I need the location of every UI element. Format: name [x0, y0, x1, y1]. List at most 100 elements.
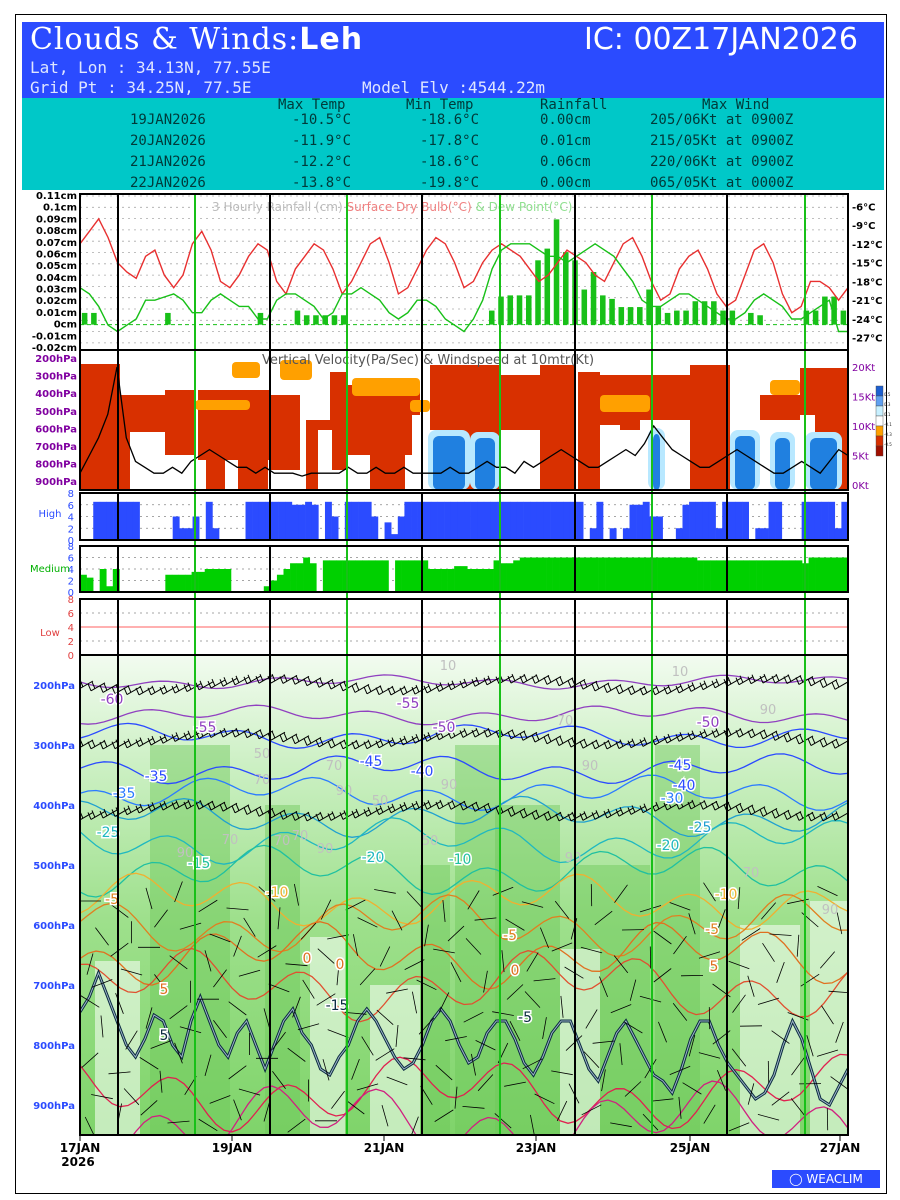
- cloud-bar: [690, 557, 698, 592]
- wind-barb: [547, 734, 552, 742]
- summary-cell: 0.06cm: [540, 154, 591, 170]
- wind-barb: [666, 685, 682, 695]
- wind-barb: [690, 800, 706, 810]
- vv-cell: [810, 438, 837, 490]
- wind-barb: [374, 889, 396, 894]
- temp-axis-tick: -6°C: [852, 202, 875, 213]
- wind-barb: [163, 800, 168, 809]
- rain-axis-tick: 0.09cm: [36, 214, 77, 225]
- wind-barb: [231, 677, 236, 686]
- temp-axis-tick: -24°C: [852, 315, 882, 326]
- temperature-contour: [80, 844, 848, 898]
- wind-barb: [234, 728, 250, 738]
- cloud-bar: [670, 557, 678, 592]
- wind-barb: [732, 994, 746, 1013]
- cloud-bar: [291, 504, 299, 540]
- cloud-bar: [788, 560, 796, 592]
- wind-barb: [210, 679, 226, 689]
- wind-barb: [738, 676, 754, 686]
- vv-legend-label: -0.5: [884, 442, 892, 447]
- wind-barb: [830, 1076, 848, 1090]
- temperature-contour-label: -15: [188, 856, 211, 872]
- wind-barb: [283, 810, 288, 818]
- windspeed-axis-tick: 0Kt: [852, 481, 869, 492]
- cloud-bar: [523, 501, 531, 540]
- wind-barb: [471, 1053, 476, 1076]
- temperature-contour-label: -5: [105, 892, 119, 908]
- wind-barb: [823, 737, 828, 746]
- wind-barb: [624, 1081, 642, 1097]
- wind-barb: [471, 729, 476, 738]
- rain-bar: [322, 315, 328, 325]
- wind-barb: [810, 737, 826, 747]
- wind-barb: [642, 1113, 659, 1131]
- wind-barb: [434, 1109, 454, 1122]
- wind-barb: [615, 741, 620, 749]
- wind-barb: [246, 675, 262, 685]
- wind-barb: [399, 687, 404, 696]
- wind-barb: [103, 739, 108, 748]
- wind-barb: [492, 1011, 514, 1016]
- wind-barb: [222, 802, 238, 812]
- rain-axis-tick: 0.01cm: [36, 308, 77, 319]
- cloud-bar: [132, 501, 140, 540]
- wind-barb: [494, 1113, 512, 1129]
- wind-barb: [583, 1051, 600, 1068]
- cloud-bar: [742, 560, 750, 592]
- vv-cell: [600, 395, 650, 412]
- wind-barb: [451, 800, 456, 808]
- cloud-axis-tick: 2: [68, 577, 74, 588]
- cross-section-layer: [76, 655, 848, 1135]
- wind-barb: [603, 741, 608, 750]
- wind-barb: [271, 731, 276, 739]
- wind-barb: [272, 1070, 286, 1090]
- wind-barb: [390, 686, 406, 696]
- wind-barb: [504, 1081, 526, 1087]
- wind-barb: [331, 738, 336, 747]
- cloud-bar: [290, 563, 297, 592]
- wind-barb: [666, 734, 682, 744]
- wind-barb: [747, 1083, 755, 1105]
- wind-barb: [447, 682, 452, 690]
- humidity-contour-label: 90: [441, 778, 458, 793]
- wind-barb: [367, 739, 372, 747]
- cloud-bar: [651, 557, 658, 592]
- wind-barb: [147, 687, 152, 696]
- wind-barb: [302, 979, 315, 999]
- wind-barb: [639, 905, 662, 913]
- wind-barb: [663, 735, 668, 744]
- wind-barb: [330, 811, 346, 821]
- cloud-bar: [775, 560, 783, 592]
- wind-barb: [556, 1100, 568, 1122]
- wind-barb: [211, 800, 216, 809]
- wind-barb: [790, 1098, 806, 1116]
- wind-barb: [618, 740, 634, 750]
- temperature-contour-label: -5: [705, 922, 719, 938]
- wind-barb: [595, 681, 600, 690]
- grid-point: Grid Pt : 34.25N, 77.5E: [30, 78, 252, 97]
- wind-barb: [698, 1052, 721, 1059]
- summary-cell: -13.8°C: [292, 175, 352, 191]
- wind-barb: [663, 802, 668, 811]
- wind-barb: [507, 731, 512, 740]
- wind-barb: [213, 969, 227, 988]
- cloud-bar: [546, 557, 553, 592]
- cloud-bar: [467, 569, 475, 592]
- temperature-contour-label: 5: [160, 982, 169, 998]
- cloud-bar: [185, 528, 193, 540]
- wind-barb: [76, 813, 79, 820]
- wind-barb: [342, 810, 358, 820]
- cloud-panel-label: Low: [40, 628, 60, 639]
- wind-barb: [167, 1120, 190, 1124]
- vv-legend-label: 0.3: [884, 402, 891, 407]
- cloud-axis-tick: 2: [68, 637, 74, 648]
- wind-barb: [498, 675, 514, 685]
- wind-barb: [235, 803, 240, 811]
- wind-barb: [100, 1015, 104, 1038]
- cloud-bar: [106, 501, 114, 540]
- temperature-contour: [80, 894, 848, 958]
- wind-barb: [403, 735, 408, 744]
- rain-bar: [525, 295, 532, 325]
- wind-barb: [127, 805, 132, 813]
- rain-bar: [683, 310, 689, 325]
